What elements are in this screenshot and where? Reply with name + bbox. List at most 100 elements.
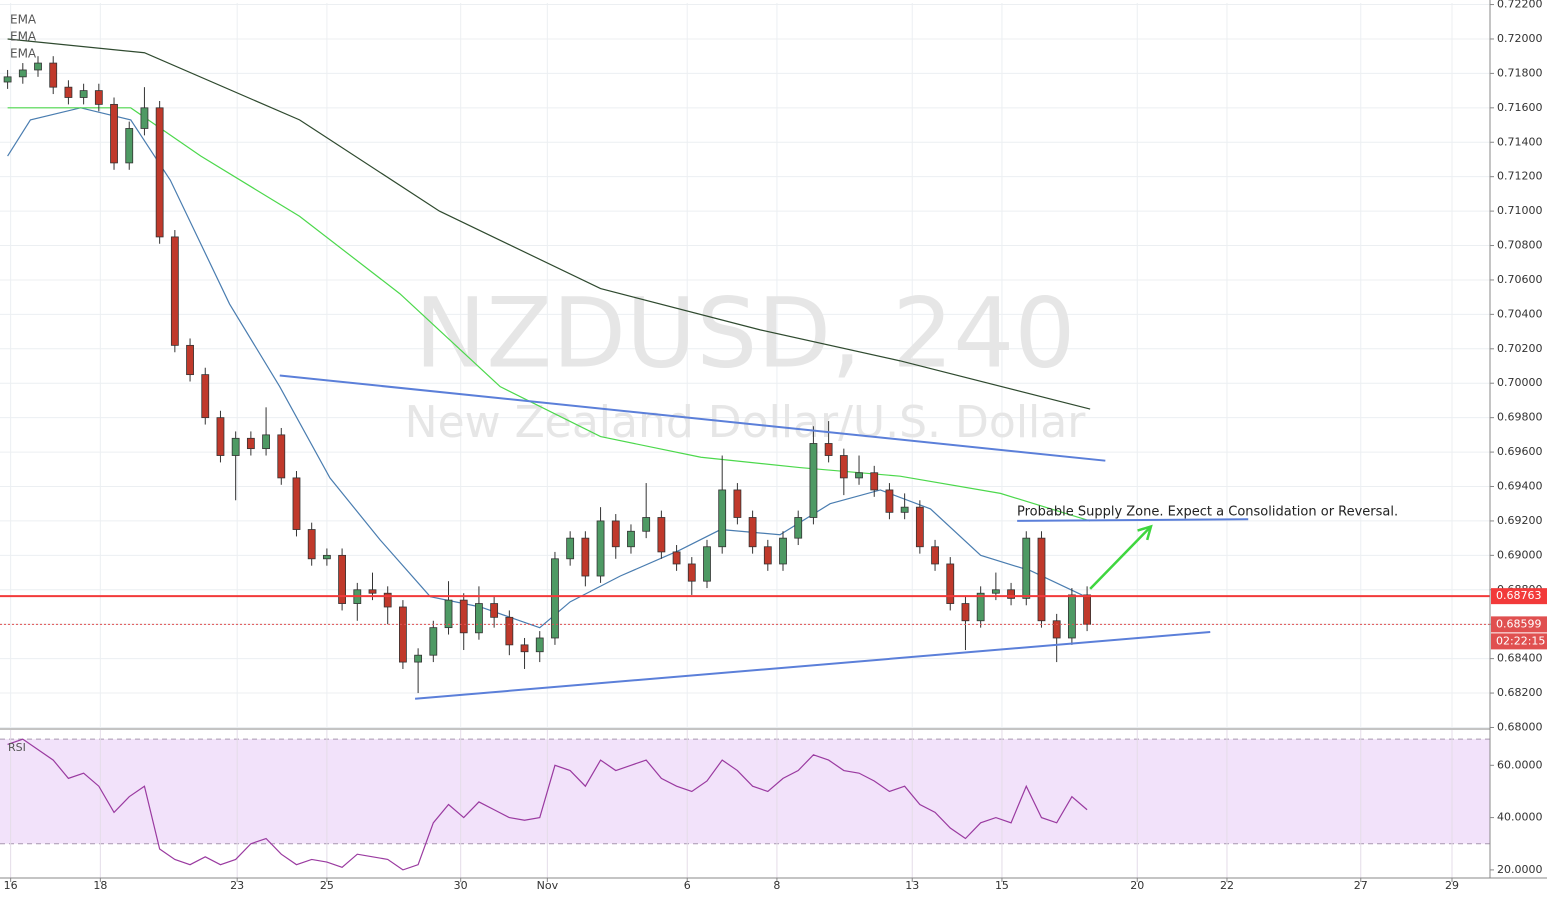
y-tick-label: 0.70200 (1497, 342, 1543, 355)
y-tick-label: 0.70400 (1497, 307, 1543, 320)
arrow-head (1137, 524, 1153, 541)
candle-body (459, 599, 468, 634)
candle-body (186, 344, 194, 376)
y-tick-label: 0.71400 (1497, 135, 1543, 148)
candle-body (383, 592, 392, 608)
candle-body (779, 537, 787, 565)
candle-body (246, 437, 255, 450)
candle-body (915, 506, 924, 548)
x-tick-label: 8 (773, 879, 780, 892)
y-tick-label: 0.69800 (1497, 411, 1543, 424)
price-label: 0.68763 (1496, 589, 1542, 602)
candle-body (64, 86, 73, 98)
x-tick-label: 30 (454, 879, 468, 892)
candle-body (170, 236, 179, 346)
candle-body (490, 603, 499, 618)
candle-body (551, 558, 559, 639)
candle-body (79, 90, 88, 98)
rsi-tick-label: 40.0000 (1497, 811, 1543, 824)
candle-body (18, 69, 27, 78)
x-tick-label: 6 (684, 879, 691, 892)
candle-body (140, 107, 149, 129)
y-tick-label: 0.71600 (1497, 101, 1543, 114)
y-tick-label: 0.71800 (1497, 66, 1543, 79)
candle-body (733, 489, 742, 518)
ema-line (7, 107, 1091, 522)
watermark-symbol: NZDUSD, 240 (415, 277, 1076, 389)
candle-body (687, 563, 696, 582)
candle-body (703, 546, 711, 582)
candle-body (125, 128, 134, 164)
candle-body (566, 537, 575, 560)
x-tick-label: 16 (4, 879, 18, 892)
x-tick-label: 25 (320, 879, 334, 892)
rsi-label: RSI (8, 741, 26, 754)
candle-body (718, 489, 727, 548)
candle-body (809, 443, 818, 518)
x-tick-label: 27 (1354, 879, 1368, 892)
candle-body (34, 62, 42, 71)
legend-entry: EMA (10, 13, 37, 27)
countdown-box (1491, 633, 1547, 650)
ema-line (7, 38, 1091, 410)
candle-body (444, 599, 453, 629)
candle-body (931, 546, 939, 565)
y-tick-label: 0.69200 (1497, 514, 1543, 527)
candle-body (627, 530, 635, 548)
candle-body (657, 517, 666, 553)
candle-body (368, 589, 377, 594)
x-tick-label: 13 (905, 879, 919, 892)
candle-body (1037, 537, 1046, 622)
rsi-tick-label: 20.0000 (1497, 863, 1543, 876)
y-tick-label: 0.68200 (1497, 686, 1543, 699)
trendline (414, 630, 1211, 700)
candle-body (611, 520, 620, 548)
candle-body (1052, 620, 1061, 639)
candle-body (900, 506, 909, 513)
y-tick-label: 0.71000 (1497, 204, 1543, 217)
trendline (279, 374, 1106, 462)
candle-body (961, 603, 970, 622)
candle-body (1067, 594, 1076, 639)
x-tick-label: 15 (995, 879, 1009, 892)
candle-body (338, 554, 346, 604)
candle-body (1083, 594, 1091, 625)
x-tick-label: 29 (1445, 879, 1459, 892)
candle-body (155, 107, 164, 238)
candle-body (475, 603, 483, 634)
x-tick-label: 23 (230, 879, 244, 892)
legend-entry: EMA (10, 47, 37, 61)
candle-body (49, 62, 58, 88)
y-tick-label: 0.72200 (1497, 0, 1543, 11)
candle-body (581, 537, 590, 577)
candle-body (824, 443, 833, 456)
candle-body (399, 606, 407, 663)
candle-body (839, 455, 848, 479)
candle-body (870, 472, 879, 491)
candle-body (596, 520, 605, 577)
candle-body (794, 517, 803, 539)
candle-body (748, 517, 757, 548)
candle-body (1022, 537, 1031, 599)
candle-body (277, 434, 286, 479)
candle-body (110, 103, 118, 164)
y-tick-label: 0.68000 (1497, 720, 1543, 733)
candle-body (216, 417, 225, 456)
y-tick-label: 0.69400 (1497, 480, 1543, 493)
candle-body (414, 654, 423, 663)
candle-body (201, 374, 210, 419)
candle-body (262, 434, 270, 450)
trendline (1017, 518, 1249, 522)
y-tick-label: 0.71200 (1497, 170, 1543, 183)
y-tick-label: 0.72000 (1497, 32, 1543, 45)
candle-body (429, 627, 438, 656)
candle-body (976, 592, 985, 622)
watermark-name: New Zealand Dollar/U.S. Dollar (405, 397, 1087, 448)
x-tick-label: 18 (93, 879, 107, 892)
price-label-box (1491, 588, 1547, 605)
arrow (1089, 525, 1152, 590)
rsi-line (7, 738, 1088, 871)
y-tick-label: 0.70000 (1497, 376, 1543, 389)
rsi-tick-label: 60.0000 (1497, 758, 1543, 771)
